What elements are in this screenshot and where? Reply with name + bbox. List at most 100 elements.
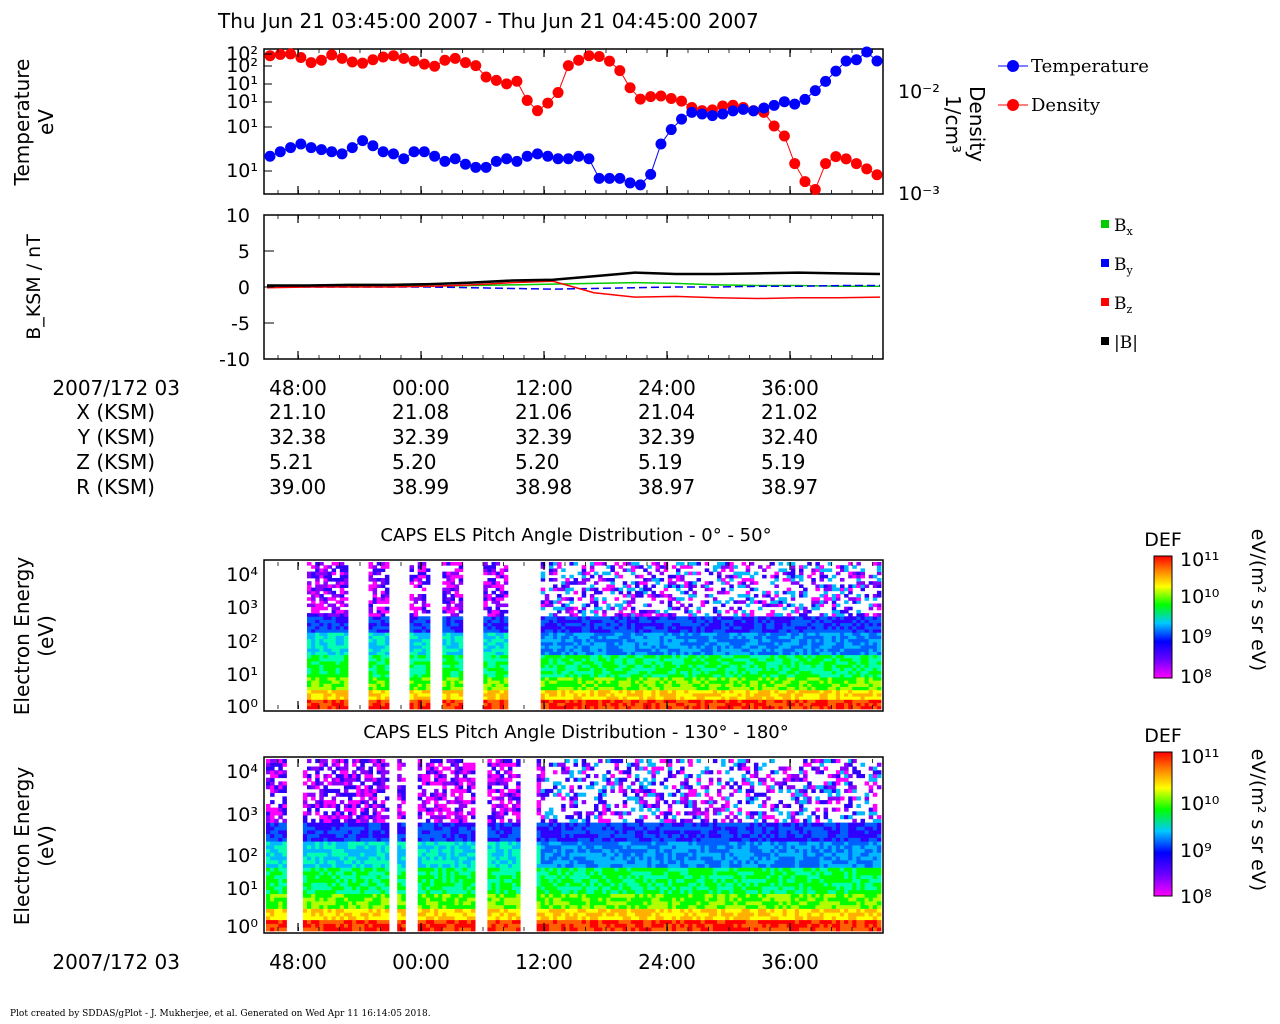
spectrogram-cell xyxy=(840,568,845,572)
spectrogram-cell xyxy=(331,705,337,710)
spectrogram-cell xyxy=(446,616,451,620)
spectrogram-cell xyxy=(676,616,681,620)
spectrogram-cell xyxy=(384,648,390,652)
spectrogram-cell xyxy=(380,635,386,640)
spectrogram-cell xyxy=(696,619,701,624)
spectrogram-cell xyxy=(450,645,455,649)
spectrogram-cell xyxy=(594,609,599,614)
spectrogram-cell xyxy=(278,867,283,872)
spectrogram-cell xyxy=(737,686,742,691)
spectrogram-cell xyxy=(708,581,714,585)
spectrogram-cell xyxy=(655,661,660,665)
spectrogram-cell xyxy=(315,680,320,684)
spectrogram-cell xyxy=(573,619,578,624)
spectrogram-cell xyxy=(425,645,431,649)
spectrogram-cell xyxy=(766,622,771,627)
spectrogram-cell xyxy=(339,594,345,598)
spectrogram-cell xyxy=(635,689,640,694)
spectrogram-cell xyxy=(692,625,697,630)
spectrogram-cell xyxy=(876,565,882,569)
spectrogram-cell xyxy=(827,641,833,646)
spectrogram-cell xyxy=(758,645,763,649)
temperature-point xyxy=(418,146,430,158)
spectrogram-cell xyxy=(729,683,734,687)
spectrogram-cell xyxy=(610,638,615,643)
spectrogram-cell xyxy=(712,689,718,694)
spectrogram-cell xyxy=(819,594,824,598)
spectrogram-cell xyxy=(790,632,796,636)
spectrogram-cell xyxy=(868,702,874,707)
spectrogram-cell xyxy=(745,597,751,601)
spectrogram-cell xyxy=(446,597,451,601)
spectrogram-cell xyxy=(421,677,427,681)
spectrogram-cell xyxy=(790,645,796,649)
spectrogram-cell xyxy=(868,686,874,691)
spectrogram-cell xyxy=(721,677,726,681)
spectrogram-cell xyxy=(573,699,578,703)
spectrogram-cell xyxy=(557,609,562,614)
spectrogram-cell xyxy=(676,673,681,678)
spectrogram-cell xyxy=(368,673,373,678)
spectrogram-cell xyxy=(553,693,558,697)
spectrogram-cell xyxy=(487,664,492,668)
spectrogram-cell xyxy=(594,693,599,697)
spectrogram-cell xyxy=(483,603,488,608)
spectrogram-cell xyxy=(852,651,857,656)
spectrogram-cell xyxy=(663,629,669,633)
spectrogram-cell xyxy=(458,606,464,611)
spectrogram-cell xyxy=(450,677,455,681)
spectrogram-cell xyxy=(819,600,824,604)
spectrogram-cell xyxy=(331,606,337,611)
spectrogram-cell xyxy=(852,657,857,662)
spectrogram-cell xyxy=(799,638,804,643)
spectrogram-cell xyxy=(339,667,345,672)
spectrogram-cell xyxy=(655,638,660,643)
spectrogram-cell xyxy=(368,670,373,675)
spectrogram-cell xyxy=(786,673,792,678)
spectrogram-cell xyxy=(700,632,706,636)
spectrogram-cell xyxy=(794,664,800,668)
spectrogram-cell xyxy=(487,629,492,633)
spectrogram-cell xyxy=(762,705,767,710)
spectrogram-cell xyxy=(343,651,349,656)
spectrogram-cell xyxy=(573,635,578,640)
spectrogram-cell xyxy=(491,689,496,694)
spectrogram-cell xyxy=(446,632,451,636)
spectrogram-cell xyxy=(745,629,751,633)
temperature-point xyxy=(696,108,708,120)
spectrogram-cell xyxy=(495,638,501,643)
spectrogram-cell xyxy=(553,571,558,576)
spectrogram-cell xyxy=(745,654,751,659)
spectrogram-cell xyxy=(598,680,603,684)
spectrogram-cell xyxy=(458,696,464,700)
spectrogram-cell xyxy=(835,616,841,620)
spectrogram-cell xyxy=(733,696,738,700)
density-tick-1: 10⁻² xyxy=(898,81,940,103)
spectrogram-cell xyxy=(565,670,570,675)
spectrogram-cell xyxy=(811,581,816,585)
spectrogram-cell xyxy=(614,619,619,624)
spectrogram-cell xyxy=(684,693,689,697)
spectrogram-cell xyxy=(585,629,591,633)
spectrogram-cell xyxy=(569,629,574,633)
spectrogram-cell xyxy=(626,686,632,691)
spectrogram-cell xyxy=(630,606,636,611)
spectrogram-cell xyxy=(610,616,615,620)
spectrogram-cell xyxy=(782,696,788,700)
spectrogram-cell xyxy=(835,625,841,630)
spectrogram-cell xyxy=(266,878,271,883)
spectrogram-cell xyxy=(844,670,849,675)
spectrogram-cell xyxy=(848,587,853,592)
spectrogram-cell xyxy=(614,677,619,681)
spectrogram-cell xyxy=(569,677,574,681)
spectrogram-cell xyxy=(827,616,833,620)
spectrogram-cell xyxy=(626,584,632,588)
spectrogram-cell xyxy=(446,686,451,691)
spectrogram-cell xyxy=(819,568,824,572)
spectrogram-cell xyxy=(503,699,509,703)
spectrogram-cell xyxy=(696,632,701,636)
spectrogram-cell xyxy=(278,886,283,891)
spectrogram-cell xyxy=(803,673,808,678)
spectrogram-cell xyxy=(557,619,562,624)
spectrogram-cell xyxy=(343,597,349,601)
